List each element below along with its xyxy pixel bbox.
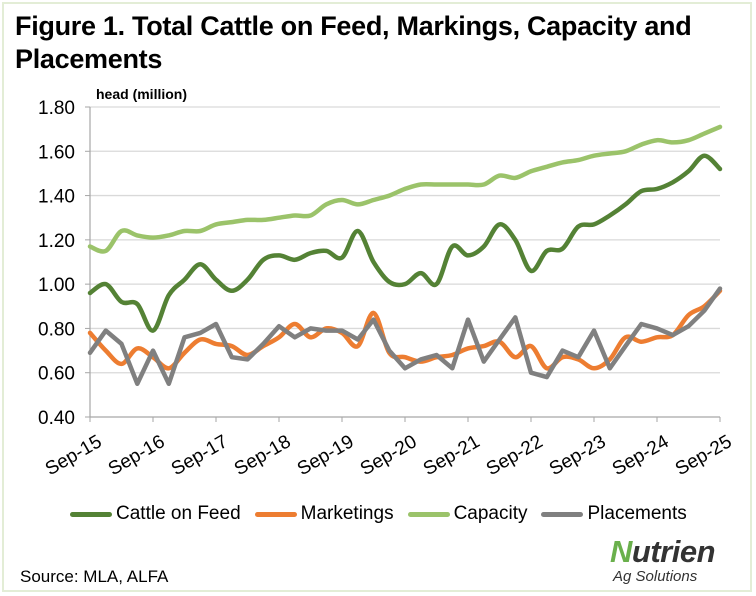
axes bbox=[89, 107, 721, 422]
legend-label: Capacity bbox=[453, 503, 528, 524]
x-tick-label: Sep-21 bbox=[420, 431, 484, 480]
logo-subtitle: Ag Solutions bbox=[613, 568, 698, 585]
x-tick-label: Sep-18 bbox=[231, 431, 295, 480]
x-tick-label: Sep-22 bbox=[483, 431, 547, 480]
x-tick-label: Sep-17 bbox=[168, 431, 232, 480]
y-tick-label: 0.40 bbox=[38, 408, 75, 429]
gridlines bbox=[85, 106, 720, 418]
y-tick-label: 0.60 bbox=[38, 364, 75, 385]
legend-label: Cattle on Feed bbox=[116, 503, 241, 524]
x-tick-labels: Sep-15 Sep-16 Sep-17 Sep-18 Sep-19 Sep-20 Sep-… bbox=[42, 431, 736, 480]
chart-title: Figure 1. Total Cattle on Feed, Markings… bbox=[15, 11, 692, 74]
legend-swatch bbox=[541, 511, 584, 517]
y-tick-label: 1.40 bbox=[38, 187, 75, 208]
series-line-marketings bbox=[87, 288, 723, 371]
legend-swatch bbox=[407, 511, 450, 517]
x-tick-label: Sep-19 bbox=[294, 431, 358, 480]
legend: Cattle on Feed Marketings Capacity Placemen… bbox=[70, 503, 701, 525]
x-tick-label: Sep-25 bbox=[672, 431, 736, 480]
y-tick-label: 1.20 bbox=[38, 231, 75, 252]
y-tick-label: 1.80 bbox=[38, 98, 75, 119]
y-axis-unit-label: head (million) bbox=[96, 86, 187, 102]
legend-label: Placements bbox=[587, 503, 687, 524]
logo-wordmark: Nutrien bbox=[610, 534, 716, 569]
legend-swatch bbox=[254, 511, 297, 517]
nutrien-logo: Nutrien Ag Solutions bbox=[610, 534, 740, 586]
legend-swatch bbox=[70, 511, 112, 517]
series-line-cattle-on-feed bbox=[87, 153, 723, 333]
line-chart: 0.400.600.801.001.201.401.601.80 Sep-15 S… bbox=[38, 98, 736, 480]
legend-item-capacity: Capacity bbox=[407, 503, 528, 525]
x-tick-label: Sep-24 bbox=[609, 431, 673, 480]
source-note: Source: MLA, ALFA bbox=[20, 567, 169, 586]
legend-label: Marketings bbox=[300, 503, 394, 524]
legend-item-cattle-on-feed: Cattle on Feed bbox=[70, 503, 241, 525]
legend-item-marketings: Marketings bbox=[254, 503, 394, 525]
y-tick-label: 1.00 bbox=[38, 275, 75, 296]
legend-item-placements: Placements bbox=[541, 503, 687, 525]
x-tick-label: Sep-23 bbox=[546, 431, 610, 480]
x-tick-label: Sep-16 bbox=[105, 431, 169, 480]
y-tick-label: 1.60 bbox=[38, 142, 75, 163]
x-tick-label: Sep-20 bbox=[357, 431, 421, 480]
x-tick-label: Sep-15 bbox=[42, 431, 106, 480]
y-tick-labels: 0.40 0.60 0.80 1.00 1.20 1.40 1.60 1.80 bbox=[38, 98, 75, 429]
series-line-capacity bbox=[87, 124, 723, 254]
series-lines bbox=[87, 124, 723, 387]
y-tick-label: 0.80 bbox=[38, 319, 75, 340]
series-line-placements bbox=[87, 286, 723, 387]
